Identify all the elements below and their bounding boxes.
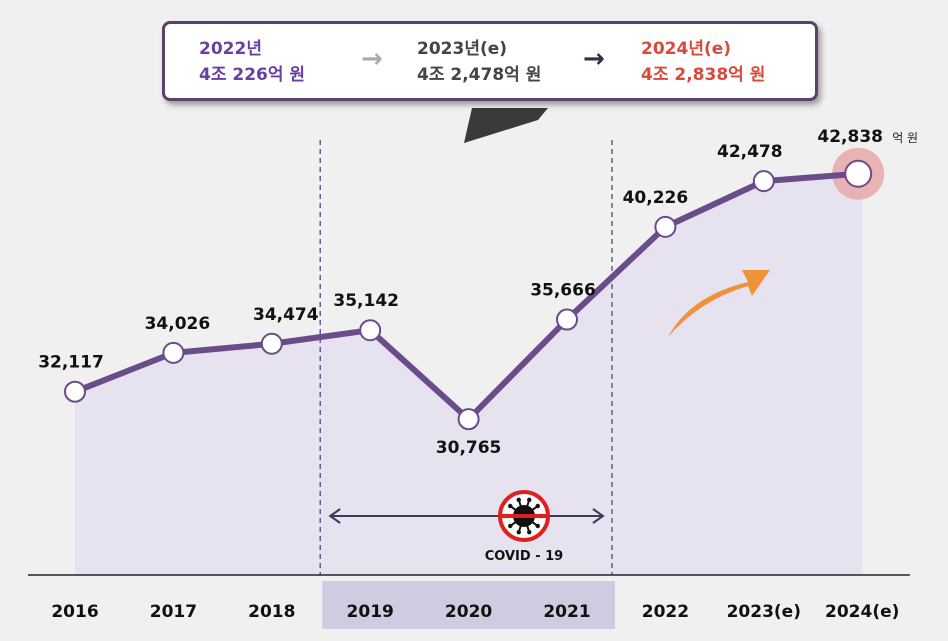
- x-tick-label: 2023(e): [727, 602, 801, 622]
- virus-spike-tip: [527, 529, 532, 535]
- x-tick-label: 2024(e): [825, 602, 899, 622]
- x-tick-label: 2020: [445, 602, 492, 622]
- covid-period-band: [322, 581, 615, 629]
- x-tick-label: 2021: [543, 602, 590, 622]
- data-point: [556, 308, 578, 331]
- callout-2023-amount: 4조 2,478억 원: [417, 65, 542, 85]
- virus-spike-tip: [508, 503, 513, 509]
- callout-2022-amount: 4조 226억 원: [199, 65, 306, 85]
- summary-callout: 2022년 4조 226억 원 → 2023년(e) 4조 2,478억 원 →…: [162, 21, 818, 101]
- virus-spike-tip: [516, 529, 521, 535]
- callout-2023: 2023년(e) 4조 2,478억 원: [417, 36, 541, 88]
- virus-spike-tip: [516, 497, 521, 503]
- data-label: 34,026: [145, 314, 211, 334]
- data-point: [260, 332, 283, 355]
- callout-2022-year: 2022년: [199, 39, 262, 59]
- callout-pointer: [464, 108, 548, 143]
- data-label: 32,117: [38, 353, 104, 373]
- data-label: 35,142: [333, 291, 399, 311]
- x-tick-label: 2022: [642, 602, 689, 622]
- virus-spike-tip: [535, 523, 540, 529]
- data-point: [457, 408, 480, 431]
- callout-2024-amount: 4조 2,838억 원: [641, 65, 766, 85]
- data-point: [359, 319, 382, 342]
- callout-2024: 2024년(e) 4조 2,838억 원: [641, 36, 765, 88]
- data-label: 34,474: [253, 305, 319, 325]
- data-label: 42,838: [817, 127, 883, 147]
- data-label: 40,226: [623, 188, 689, 208]
- data-label: 35,666: [530, 281, 596, 301]
- data-point: [752, 170, 775, 193]
- callout-2022: 2022년 4조 226억 원: [199, 36, 305, 88]
- data-label: 30,765: [436, 438, 502, 458]
- callout-2023-year: 2023년(e): [417, 39, 508, 59]
- growth-arrow-icon: [668, 270, 770, 337]
- area-fill: [75, 173, 863, 575]
- covid-label: COVID - 19: [485, 549, 563, 564]
- x-tick-label: 2019: [347, 602, 394, 622]
- data-point: [64, 380, 86, 403]
- data-point: [844, 159, 873, 188]
- data-label: 42,478: [717, 142, 783, 162]
- x-tick-label: 2017: [150, 602, 197, 622]
- right-arrow-icon: →: [361, 44, 383, 74]
- arrowhead-left-icon: [328, 508, 341, 524]
- right-arrow-icon: →: [583, 44, 605, 74]
- data-point: [654, 215, 677, 238]
- callout-2024-year: 2024년(e): [641, 39, 732, 59]
- arrowhead-right-icon: [592, 508, 605, 524]
- x-tick-label: 2018: [248, 602, 295, 622]
- unit-label: 억 원: [892, 131, 918, 145]
- data-point: [162, 341, 185, 364]
- virus-spike-tip: [535, 503, 540, 509]
- virus-spike-tip: [527, 497, 532, 503]
- virus-spike-tip: [508, 523, 513, 529]
- x-tick-label: 2016: [51, 602, 98, 622]
